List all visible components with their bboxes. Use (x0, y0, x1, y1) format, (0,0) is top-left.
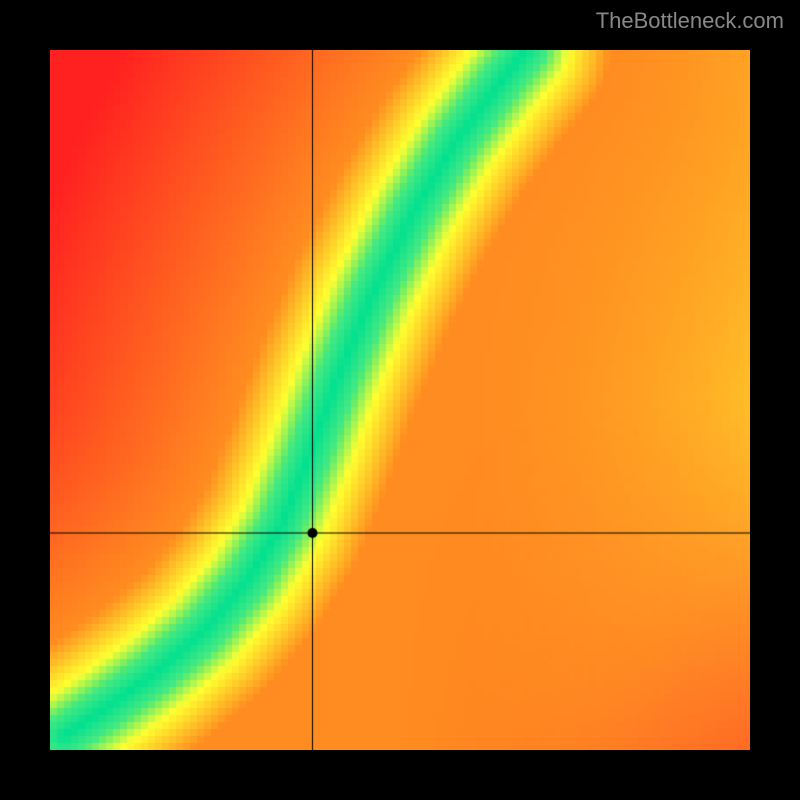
watermark-text: TheBottleneck.com (596, 8, 784, 34)
chart-container: TheBottleneck.com (0, 0, 800, 800)
heatmap-canvas (50, 50, 750, 750)
